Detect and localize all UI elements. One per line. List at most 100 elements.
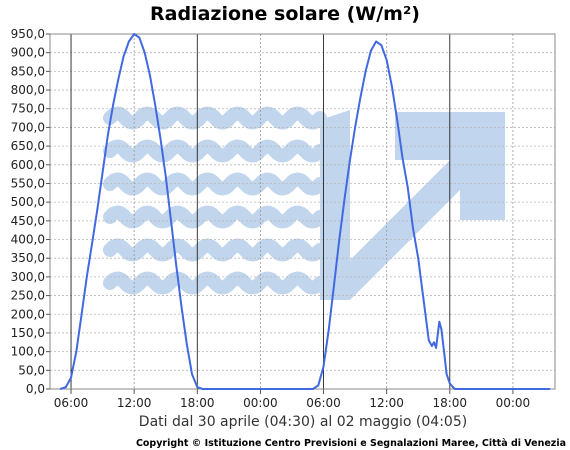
data-point xyxy=(227,388,230,390)
x-tick-label: 06:00 xyxy=(306,396,341,410)
watermark-wave xyxy=(103,106,327,130)
data-point xyxy=(454,388,456,390)
y-axis-ticks: 0,0 50,0 100,0 150,0 200,0 250,0 300,0 350,0 400… xyxy=(11,27,50,396)
y-tick-label: 900,0 xyxy=(11,46,45,60)
data-point xyxy=(417,257,420,260)
x-axis-label: Dati dal 30 aprile (04:30) al 02 maggio … xyxy=(139,414,467,430)
data-point xyxy=(280,388,283,390)
data-point xyxy=(117,77,120,80)
data-point xyxy=(185,343,188,346)
watermark-wave xyxy=(103,172,327,196)
data-point xyxy=(359,96,362,99)
data-point xyxy=(206,388,209,390)
y-tick-label: 750,0 xyxy=(11,102,45,116)
data-point xyxy=(391,85,393,88)
data-point xyxy=(191,373,193,375)
data-point xyxy=(80,313,83,316)
data-point xyxy=(448,382,451,385)
data-point xyxy=(348,160,351,162)
data-point xyxy=(201,388,204,390)
data-point xyxy=(438,320,441,323)
data-point xyxy=(122,55,125,58)
data-point xyxy=(459,388,462,390)
data-point xyxy=(312,388,314,390)
data-point xyxy=(270,388,272,390)
y-tick-label: 50,0 xyxy=(18,363,45,377)
y-tick-label: 0,0 xyxy=(26,382,45,396)
data-point xyxy=(338,238,341,241)
y-tick-label: 450,0 xyxy=(11,214,45,228)
x-tick-label: 12:00 xyxy=(369,396,404,410)
data-point xyxy=(522,388,525,390)
copyright-credit: Copyright © Istituzione Centro Prevision… xyxy=(136,438,566,449)
data-point xyxy=(101,171,104,174)
x-tick-label: 18:00 xyxy=(432,396,467,410)
data-point xyxy=(96,208,99,211)
data-point xyxy=(501,388,504,390)
data-point xyxy=(164,175,167,177)
y-tick-label: 400,0 xyxy=(11,233,45,247)
data-point xyxy=(143,51,146,54)
data-point xyxy=(452,386,454,389)
data-point xyxy=(175,264,178,267)
data-point xyxy=(196,386,199,389)
data-point xyxy=(343,197,346,200)
data-point xyxy=(401,156,404,159)
data-point xyxy=(445,373,448,375)
data-point xyxy=(322,365,325,368)
chart-title: Radiazione solare (W/m²) xyxy=(150,3,420,25)
data-point xyxy=(440,328,443,331)
data-point xyxy=(106,133,109,136)
y-tick-label: 950,0 xyxy=(11,27,45,41)
data-point xyxy=(217,388,220,390)
y-tick-label: 200,0 xyxy=(11,307,45,321)
data-point xyxy=(159,137,162,140)
data-point xyxy=(170,219,172,222)
y-tick-label: 850,0 xyxy=(11,64,45,78)
data-point xyxy=(433,341,435,344)
data-point xyxy=(259,388,262,390)
data-point xyxy=(548,388,551,390)
watermark-wave xyxy=(103,139,327,163)
series-group xyxy=(59,33,551,390)
data-point xyxy=(64,386,67,389)
y-tick-label: 350,0 xyxy=(11,251,45,265)
y-tick-label: 150,0 xyxy=(11,326,45,340)
data-point xyxy=(435,346,438,349)
y-tick-label: 650,0 xyxy=(11,139,45,153)
x-tick-label: 18:00 xyxy=(180,396,215,410)
data-point xyxy=(333,283,335,286)
data-point xyxy=(406,186,409,189)
data-point xyxy=(427,339,430,342)
data-point xyxy=(469,388,472,390)
y-tick-label: 100,0 xyxy=(11,345,45,359)
data-point xyxy=(512,388,514,390)
data-point xyxy=(138,36,141,39)
data-point xyxy=(480,388,483,390)
x-tick-label: 06:00 xyxy=(54,396,89,410)
y-tick-label: 300,0 xyxy=(11,270,45,284)
y-tick-label: 800,0 xyxy=(11,83,45,97)
data-point xyxy=(59,388,62,390)
data-point xyxy=(301,388,304,390)
data-point xyxy=(180,305,183,308)
data-point xyxy=(128,40,130,43)
data-point xyxy=(443,354,446,357)
data-point xyxy=(431,345,433,347)
data-point xyxy=(238,388,241,390)
data-point xyxy=(291,388,293,390)
y-tick-label: 250,0 xyxy=(11,289,45,303)
data-point xyxy=(91,242,93,245)
data-point xyxy=(543,388,546,390)
data-point xyxy=(75,350,78,353)
data-point xyxy=(133,33,136,35)
data-point xyxy=(385,59,388,62)
watermark-wave xyxy=(103,238,327,262)
y-tick-label: 500,0 xyxy=(11,195,45,209)
y-tick-label: 600,0 xyxy=(11,158,45,172)
data-point xyxy=(85,275,88,278)
data-point xyxy=(457,388,460,390)
x-tick-label: 12:00 xyxy=(117,396,152,410)
data-point xyxy=(212,388,214,390)
